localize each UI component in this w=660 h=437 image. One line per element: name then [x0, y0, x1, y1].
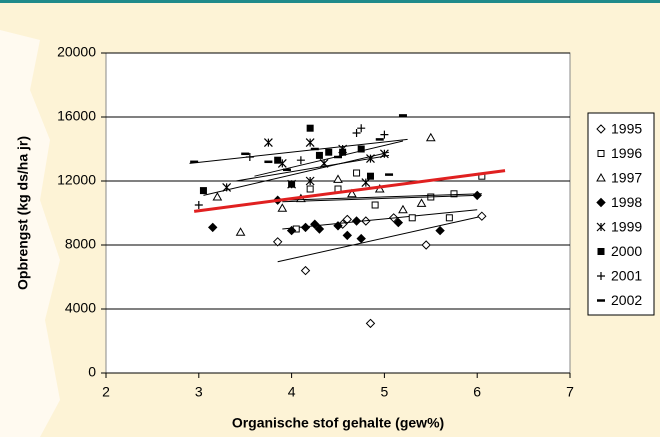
legend — [588, 113, 654, 315]
point — [307, 186, 313, 192]
point — [275, 157, 281, 163]
legend-marker — [598, 151, 604, 157]
legend-label: 1998 — [611, 194, 642, 210]
plot-area — [106, 53, 570, 373]
point — [446, 215, 452, 221]
point — [200, 188, 206, 194]
point — [307, 125, 313, 131]
x-tick-label: 4 — [288, 384, 296, 400]
x-tick-label: 7 — [566, 384, 574, 400]
point — [367, 173, 373, 179]
y-tick-label: 16000 — [57, 108, 96, 124]
legend-marker — [598, 249, 604, 255]
chart: Organische stof gehalte (gew%) Opbrengst… — [0, 0, 660, 437]
point — [326, 149, 332, 155]
point — [289, 181, 295, 187]
legend-label: 1997 — [611, 170, 642, 186]
point — [316, 152, 322, 158]
y-axis-title: Opbrengst (kg ds/ha jr) — [15, 136, 31, 290]
top-bar — [0, 0, 660, 3]
page: Organische stof gehalte (gew%) Opbrengst… — [0, 0, 660, 437]
y-tick-label: 0 — [88, 364, 96, 380]
point — [372, 202, 378, 208]
y-tick-label: 12000 — [57, 172, 96, 188]
point — [409, 215, 415, 221]
y-tick-label: 8000 — [65, 236, 96, 252]
legend-label: 1995 — [611, 121, 642, 137]
x-tick-label: 6 — [473, 384, 481, 400]
y-tick-label: 20000 — [57, 44, 96, 60]
x-tick-label: 5 — [381, 384, 389, 400]
legend-label: 1999 — [611, 219, 642, 235]
legend-label: 2002 — [611, 292, 642, 308]
x-tick-label: 3 — [195, 384, 203, 400]
x-tick-label: 2 — [102, 384, 110, 400]
point — [354, 170, 360, 176]
legend-label: 2001 — [611, 268, 642, 284]
x-axis-title: Organische stof gehalte (gew%) — [232, 415, 444, 431]
legend-label: 1996 — [611, 145, 642, 161]
legend-label: 2000 — [611, 243, 642, 259]
y-tick-label: 4000 — [65, 300, 96, 316]
